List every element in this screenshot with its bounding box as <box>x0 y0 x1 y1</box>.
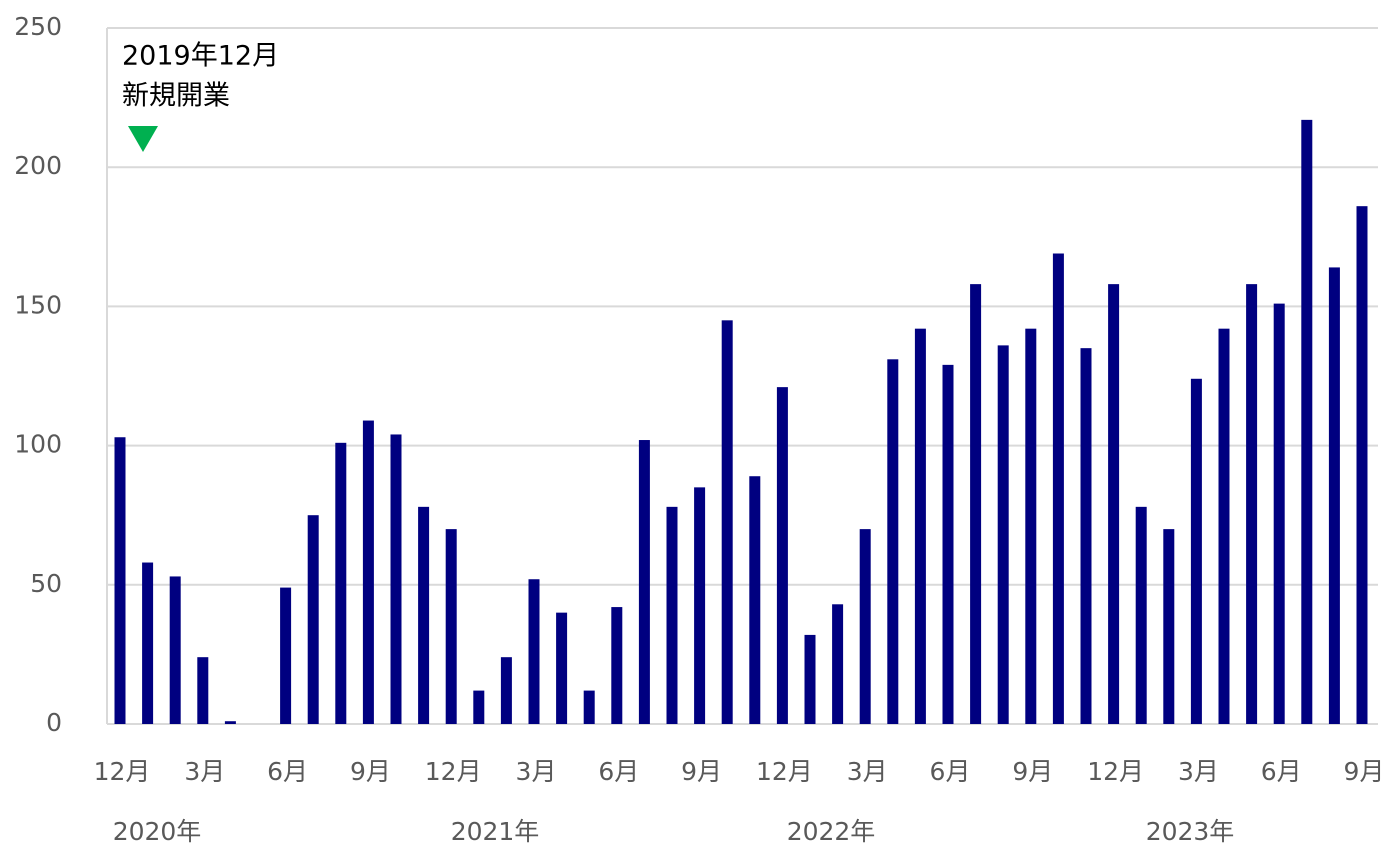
x-tick-label: 6月 <box>267 757 308 786</box>
bar <box>473 690 485 724</box>
bar <box>611 607 623 724</box>
bar <box>1135 506 1147 724</box>
bar <box>1163 529 1175 724</box>
bar <box>997 345 1009 724</box>
bar <box>638 440 650 724</box>
bar <box>666 506 678 724</box>
y-tick-label: 250 <box>14 12 62 41</box>
y-tick-label: 200 <box>14 151 62 180</box>
bar <box>1246 284 1258 724</box>
x-tick-label: 12月 <box>1087 757 1144 786</box>
bar <box>307 515 319 724</box>
y-tick-label: 150 <box>14 290 62 319</box>
year-label: 2021年 <box>451 817 540 846</box>
bar <box>1080 348 1092 724</box>
bar <box>280 587 292 724</box>
x-tick-label: 3月 <box>184 757 225 786</box>
bar <box>1273 303 1285 724</box>
bar <box>1052 253 1064 724</box>
bar <box>1025 328 1037 724</box>
annotation: 2019年12月 <box>122 41 279 72</box>
bar <box>224 721 236 724</box>
bar <box>418 506 430 724</box>
x-tick-label: 12月 <box>425 757 482 786</box>
x-tick-label: 3月 <box>847 757 888 786</box>
bar <box>804 634 816 724</box>
y-tick-label: 100 <box>14 430 62 459</box>
x-tick-label: 6月 <box>1261 757 1302 786</box>
bar <box>445 529 457 724</box>
bar <box>1218 328 1230 724</box>
bar <box>1328 267 1340 724</box>
marker-triangle <box>128 126 158 152</box>
x-tick-label: 3月 <box>516 757 557 786</box>
x-tick-label: 3月 <box>1178 757 1219 786</box>
bar <box>694 487 706 724</box>
year-label: 2020年 <box>113 817 202 846</box>
bar <box>776 387 788 724</box>
bar <box>335 442 347 724</box>
bar <box>1301 119 1313 724</box>
bar <box>914 328 926 724</box>
bar <box>970 284 982 724</box>
bar <box>859 529 871 724</box>
bar <box>1108 284 1120 724</box>
bar <box>528 579 540 724</box>
year-label: 2022年 <box>787 817 876 846</box>
x-tick-label: 12月 <box>94 757 151 786</box>
bar <box>390 434 402 724</box>
y-tick-label: 0 <box>46 708 62 737</box>
y-tick-label: 50 <box>30 569 62 598</box>
bar <box>556 612 568 724</box>
x-tick-label: 6月 <box>930 757 971 786</box>
bar <box>721 320 733 724</box>
bar <box>197 657 209 724</box>
bar <box>583 690 595 724</box>
year-label: 2023年 <box>1146 817 1235 846</box>
bar <box>832 604 844 724</box>
x-tick-label: 9月 <box>1344 757 1384 786</box>
bar <box>169 576 181 724</box>
bar <box>500 657 512 724</box>
x-tick-label: 9月 <box>1012 757 1053 786</box>
bar <box>114 437 126 724</box>
annotation: 新規開業 <box>122 81 230 112</box>
bar <box>1190 378 1202 724</box>
bar <box>362 420 374 724</box>
x-tick-label: 9月 <box>350 757 391 786</box>
bar <box>142 562 154 724</box>
bar <box>749 476 761 724</box>
bar <box>1356 206 1368 724</box>
bar <box>942 364 954 724</box>
x-tick-label: 9月 <box>681 757 722 786</box>
x-tick-label: 12月 <box>756 757 813 786</box>
bar <box>887 359 899 724</box>
x-tick-label: 6月 <box>598 757 639 786</box>
